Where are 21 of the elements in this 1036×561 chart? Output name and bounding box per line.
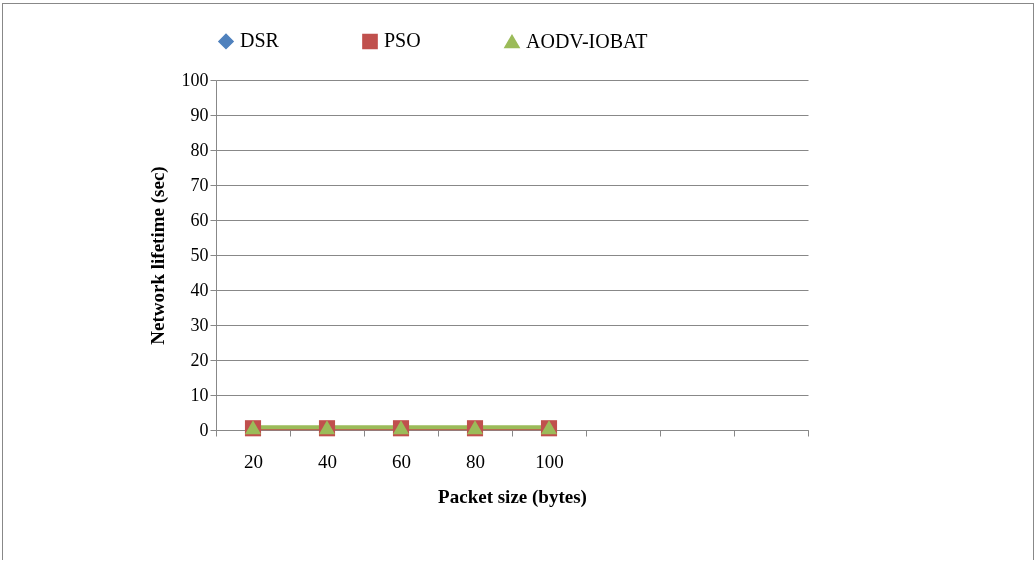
y-tick-label: 20: [190, 349, 209, 370]
x-axis-title: Packet size (bytes): [438, 485, 587, 508]
x-tick-label: 100: [535, 450, 564, 472]
y-tick-label: 80: [190, 139, 209, 160]
y-tick-label: 50: [190, 244, 209, 265]
legend-label: DSR: [240, 29, 280, 52]
x-tick-label: 60: [392, 450, 411, 472]
y-tick-label: 10: [190, 384, 209, 405]
x-tick-label: 20: [244, 450, 263, 472]
y-tick-label: 40: [190, 279, 209, 300]
y-tick-label: 70: [190, 174, 209, 195]
y-tick-label: 0: [199, 419, 209, 440]
y-tick-label: 100: [181, 69, 209, 90]
y-tick-label: 90: [190, 104, 209, 125]
y-axis-title: Network lifetime (sec): [146, 166, 169, 345]
legend-label: PSO: [384, 29, 421, 52]
y-tick-label: 30: [190, 314, 209, 335]
x-tick-label: 80: [466, 450, 485, 472]
x-tick-label: 40: [318, 450, 337, 472]
legend-label: AODV-IOBAT: [526, 29, 648, 52]
y-tick-label: 60: [190, 209, 209, 230]
